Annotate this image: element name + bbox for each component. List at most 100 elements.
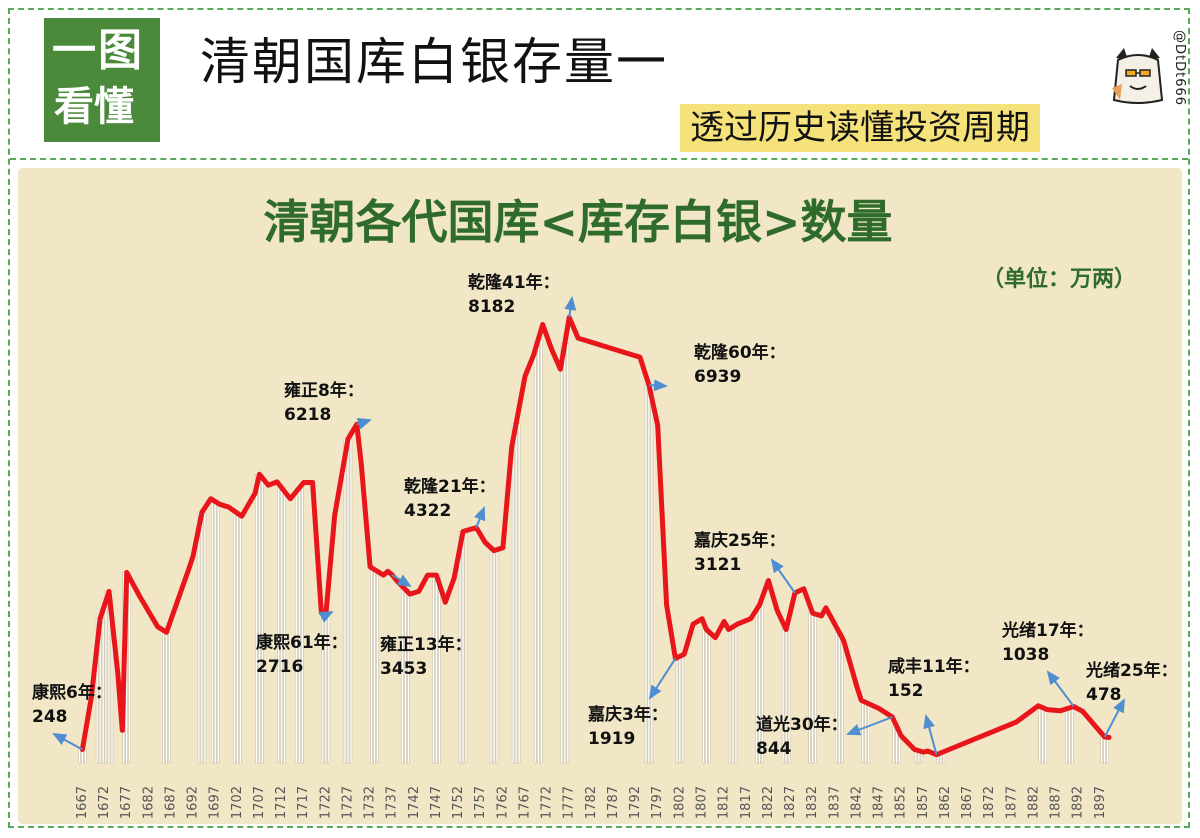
bar-stripe: [492, 550, 496, 764]
bar-stripe: [892, 726, 896, 764]
bar-stripe: [346, 438, 350, 764]
annotation-arrow: [564, 296, 577, 318]
bar-stripe: [300, 487, 304, 764]
x-tick-label: 1842: [849, 786, 864, 819]
annotation-arrow: [318, 611, 334, 623]
annotation: 乾隆21年： 4322: [404, 476, 496, 521]
bar-stripe: [705, 629, 708, 764]
bar-stripe: [233, 512, 236, 764]
annotation-value: 248: [32, 707, 68, 727]
annotation-value: 6218: [284, 405, 331, 425]
bar-stripe: [566, 343, 570, 764]
bar-stripe: [162, 631, 165, 764]
bar-stripe: [563, 343, 567, 764]
x-tick-label: 1867: [960, 786, 975, 819]
bar-stripe: [811, 612, 814, 764]
annotation-arrow: [52, 733, 83, 751]
x-tick-label: 1667: [75, 786, 90, 819]
bar-stripe: [536, 339, 540, 764]
author-handle: @DtDt666: [1172, 30, 1187, 107]
x-tick-label: 1672: [97, 786, 112, 819]
chart-unit: （单位：万两）: [982, 266, 1136, 292]
x-tick-label: 1777: [562, 786, 577, 819]
bar-stripe: [867, 702, 871, 764]
bar-stripe: [731, 626, 735, 764]
bar-stripe: [84, 749, 87, 764]
annotation-value: 1038: [1002, 645, 1049, 665]
annotation-arrow: [846, 716, 893, 736]
bar-stripe: [489, 550, 493, 764]
annotation: 康熙6年： 248: [32, 682, 112, 727]
logo-badge: 一图 看懂: [44, 18, 160, 142]
bar-column: [343, 438, 353, 764]
bar-column: [702, 629, 711, 764]
annotation-label: 乾隆41年：: [468, 272, 560, 293]
x-tick-label: 1797: [650, 786, 665, 819]
bar-column: [808, 612, 817, 764]
annotation-value: 844: [756, 739, 792, 759]
annotation: 咸丰11年： 152: [888, 656, 980, 701]
bar-column: [834, 631, 844, 764]
bar-stripe: [1106, 736, 1110, 764]
annotation-label: 乾隆60年：: [694, 342, 786, 363]
bar-column: [197, 512, 207, 764]
annotation-label: 康熙61年：: [256, 632, 348, 653]
annotation-label: 康熙6年：: [32, 682, 112, 703]
bar-column: [892, 726, 902, 764]
annotation-arrow: [1103, 698, 1125, 738]
x-tick-label: 1827: [783, 786, 798, 819]
annotation: 光绪25年： 478: [1085, 660, 1178, 705]
x-tick-label: 1697: [208, 786, 223, 819]
x-tick-label: 1817: [739, 786, 754, 819]
x-tick-label: 1852: [894, 786, 909, 819]
bar-stripe: [78, 749, 81, 764]
bar-column: [321, 614, 331, 764]
bar-stripe: [343, 438, 347, 764]
bar-column: [432, 574, 441, 764]
annotation-arrow: [1046, 670, 1075, 708]
bar-stripe: [101, 618, 105, 764]
bar-stripe: [261, 474, 264, 764]
annotation-arrow: [770, 558, 796, 594]
annotation-label: 嘉庆3年：: [587, 704, 668, 725]
header-divider: [10, 158, 1188, 160]
bar-stripe: [1071, 707, 1074, 764]
annotation-value: 152: [888, 681, 924, 701]
bar-stripe: [1065, 707, 1068, 764]
bar-stripe: [239, 512, 242, 764]
x-tick-label: 1762: [495, 786, 510, 819]
x-axis-ticks: 1667 1672 1677 1682 1687 1692 1697 1702 1707 1712…: [75, 786, 1108, 819]
bar-column: [162, 631, 171, 764]
annotation: 光绪17年： 1038: [1001, 620, 1094, 665]
annotation-label: 雍正8年：: [284, 380, 364, 401]
annotation: 乾隆41年： 8182: [468, 272, 560, 317]
x-tick-label: 1877: [1004, 786, 1019, 819]
bar-stripe: [458, 531, 462, 764]
bar-stripe: [1044, 707, 1048, 764]
x-tick-label: 1682: [141, 786, 156, 819]
page-subtitle: 透过历史读懂投资周期: [680, 104, 1040, 152]
bar-stripe: [213, 501, 217, 764]
bar-stripe: [294, 487, 298, 764]
bar-column: [233, 512, 242, 764]
annotation-value: 1919: [588, 729, 635, 749]
annotation-arrows: [52, 296, 1125, 755]
annotation: 康熙61年： 2716: [256, 632, 348, 677]
annotations: 康熙6年： 248 康熙61年： 2716 雍正8年： 6218 雍正13年： 3453 乾隆2…: [32, 272, 1178, 759]
annotation: 雍正8年： 6218: [284, 380, 364, 425]
x-tick-label: 1742: [407, 786, 422, 819]
x-tick-label: 1857: [916, 786, 931, 819]
x-tick-label: 1687: [163, 786, 178, 819]
annotation-value: 3121: [694, 555, 741, 575]
bar-stripe: [761, 604, 764, 764]
annotation-value: 8182: [468, 297, 515, 317]
bar-stripe: [376, 569, 379, 764]
bar-stripe: [203, 512, 207, 764]
annotation-arrow: [474, 506, 486, 528]
x-tick-label: 1712: [274, 786, 289, 819]
annotation-value: 4322: [404, 501, 451, 521]
annotation-value: 3453: [380, 659, 427, 679]
x-tick-label: 1882: [1026, 786, 1041, 819]
chart-panel: 清朝各代国库<库存白银>数量 （单位：万两） 康熙6年： 248 康熙61年： 271…: [18, 168, 1182, 824]
bar-stripe: [728, 626, 732, 764]
